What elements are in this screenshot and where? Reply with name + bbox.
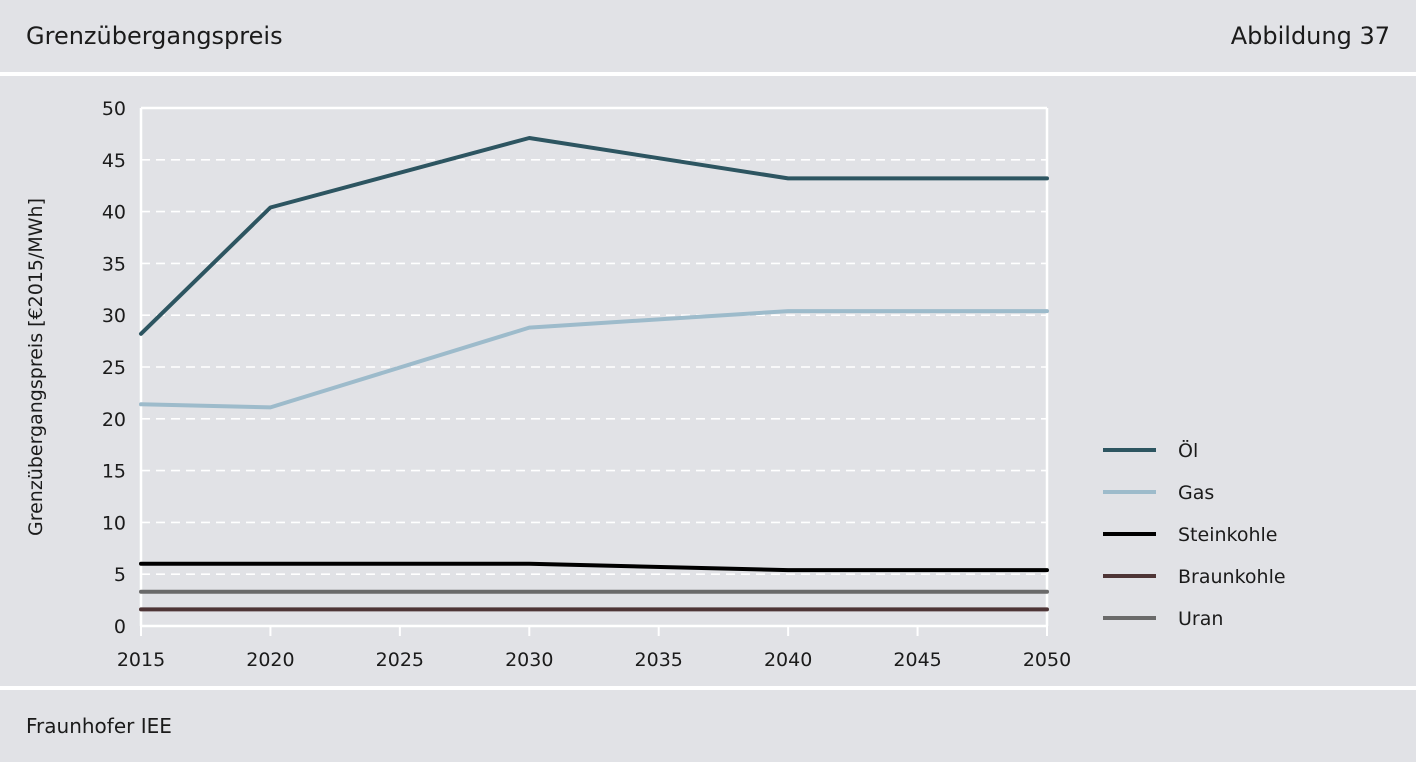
x-tick-label: 2035 xyxy=(635,649,683,671)
y-tick-label: 35 xyxy=(102,253,126,275)
y-tick-labels: 0 5 10 15 20 25 30 35 40 45 50 xyxy=(102,98,126,638)
source-label: Fraunhofer IEE xyxy=(26,714,172,738)
series-line-1 xyxy=(141,311,1047,407)
x-tick-label: 2050 xyxy=(1023,649,1071,671)
x-tick-label: 2040 xyxy=(764,649,812,671)
y-tick-label: 50 xyxy=(102,98,126,120)
axes xyxy=(141,108,1047,636)
y-tick-label: 20 xyxy=(102,409,126,431)
y-tick-label: 15 xyxy=(102,461,126,483)
x-tick-label: 2025 xyxy=(376,649,424,671)
y-tick-label: 30 xyxy=(102,305,126,327)
legend-label: Uran xyxy=(1178,608,1223,630)
x-tick-labels: 2015 2020 2025 2030 2035 2040 2045 2050 xyxy=(117,649,1071,671)
footer-divider xyxy=(0,686,1416,690)
y-tick-label: 5 xyxy=(114,564,126,586)
grid xyxy=(141,160,1047,574)
legend-label: Braunkohle xyxy=(1178,566,1286,588)
x-tick-label: 2030 xyxy=(505,649,553,671)
y-tick-label: 25 xyxy=(102,357,126,379)
y-axis-label: Grenzübergangspreis [€2015/MWh] xyxy=(25,198,47,536)
x-tick-label: 2015 xyxy=(117,649,165,671)
legend-label: Steinkohle xyxy=(1178,524,1277,546)
series-lines xyxy=(141,138,1047,609)
y-tick-label: 10 xyxy=(102,512,126,534)
y-tick-label: 40 xyxy=(102,202,126,224)
y-tick-label: 0 xyxy=(114,616,126,638)
legend: Öl Gas Steinkohle Braunkohle Uran xyxy=(1103,439,1286,630)
x-tick-label: 2045 xyxy=(893,649,941,671)
x-tick-label: 2020 xyxy=(246,649,294,671)
series-line-0 xyxy=(141,138,1047,334)
series-line-2 xyxy=(141,564,1047,570)
legend-label: Öl xyxy=(1178,439,1198,462)
legend-label: Gas xyxy=(1178,482,1214,504)
y-tick-label: 45 xyxy=(102,150,126,172)
